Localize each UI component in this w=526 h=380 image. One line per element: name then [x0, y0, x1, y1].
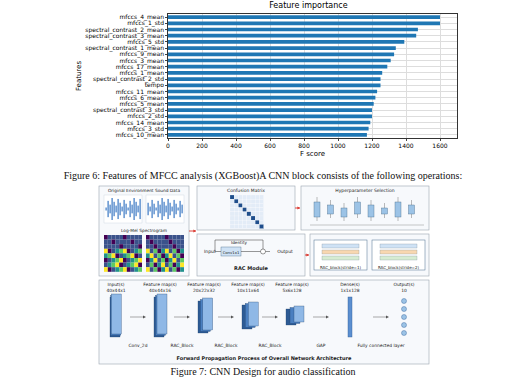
svg-text:Output: Output [277, 249, 293, 254]
svg-text:spectral_contrast_3_std: spectral_contrast_3_std [93, 106, 164, 114]
svg-text:mfccs_9_mean: mfccs_9_mean [119, 50, 164, 58]
svg-text:spectral_contrast_2_std: spectral_contrast_2_std [93, 75, 164, 83]
svg-text:400: 400 [230, 142, 242, 149]
svg-text:mfccs_4_mean: mfccs_4_mean [119, 13, 164, 21]
svg-text:Feature map(s): Feature map(s) [275, 282, 309, 287]
svg-text:Conv_2d: Conv_2d [129, 343, 148, 349]
svg-text:Hyperparameter Selection: Hyperparameter Selection [335, 188, 395, 193]
svg-text:spectral_contrast_1_mean: spectral_contrast_1_mean [85, 44, 164, 52]
svg-text:Feature map(s): Feature map(s) [143, 282, 177, 287]
svg-text:RAC_Block: RAC_Block [215, 343, 238, 349]
svg-text:mfccs_6_mean: mfccs_6_mean [119, 94, 164, 102]
svg-text:1x1x128: 1x1x128 [340, 288, 359, 293]
html-text:Figure 7: CNN Design for audio: Figure 7: CNN Design for audio classific… [170, 366, 356, 377]
svg-text:F score: F score [300, 150, 325, 158]
svg-text:Confusion Matrix: Confusion Matrix [227, 188, 265, 193]
html-text:Figure 6: Features of MFCC ana: Figure 6: Features of MFCC analysis (XGB… [63, 170, 463, 181]
svg-text:RAC_block(stride=1): RAC_block(stride=1) [320, 265, 362, 270]
svg-text:spectral_contrast_2_mean: spectral_contrast_2_mean [85, 26, 164, 34]
svg-text:1000: 1000 [330, 142, 345, 149]
svg-text:600: 600 [264, 142, 276, 149]
svg-text:spectral_contrast_3_mean: spectral_contrast_3_mean [85, 32, 164, 40]
svg-text:GAP: GAP [316, 343, 325, 348]
svg-text:200: 200 [196, 142, 208, 149]
svg-text:Feature map(s): Feature map(s) [187, 282, 221, 287]
svg-text:Input: Input [204, 249, 216, 254]
svg-text:RAC_block(stride=2): RAC_block(stride=2) [378, 265, 420, 270]
svg-text:1600: 1600 [432, 142, 447, 149]
svg-text:mfccs_14_mean: mfccs_14_mean [116, 119, 165, 127]
svg-text:Feature importance: Feature importance [269, 1, 348, 10]
svg-text:1400: 1400 [398, 142, 413, 149]
svg-text:tempo: tempo [145, 81, 165, 89]
svg-text:Forward Propagation Process of: Forward Propagation Process of Overall N… [177, 355, 352, 362]
svg-text:800: 800 [298, 142, 310, 149]
svg-text:mfccs_5_mean: mfccs_5_mean [119, 100, 164, 108]
svg-text:mfccs_3_mean: mfccs_3_mean [119, 57, 164, 65]
svg-text:20x22x32: 20x22x32 [193, 288, 215, 293]
svg-text:0: 0 [166, 142, 170, 149]
svg-text:mfccs_5_std: mfccs_5_std [127, 38, 164, 46]
svg-text:mfccs_1_std: mfccs_1_std [127, 19, 164, 27]
svg-text:Original Environment Sound Dat: Original Environment Sound Data [108, 188, 181, 193]
svg-text:mfccs_1_mean: mfccs_1_mean [119, 69, 164, 77]
svg-text:Conv1x1: Conv1x1 [223, 250, 240, 255]
svg-text:Fully connected layer: Fully connected layer [358, 343, 405, 348]
svg-text:10: 10 [401, 288, 407, 293]
svg-text:RAC Module: RAC Module [234, 265, 268, 271]
svg-text:RAC_Block: RAC_Block [171, 343, 194, 349]
svg-text:mfccs_3_std: mfccs_3_std [127, 125, 164, 133]
svg-text:mfccs_2_std: mfccs_2_std [127, 112, 164, 120]
svg-text:mfccs_11_mean: mfccs_11_mean [116, 88, 165, 96]
svg-text:Output(s): Output(s) [394, 282, 415, 287]
svg-text:10x11x64: 10x11x64 [237, 288, 259, 293]
svg-text:40x44x16: 40x44x16 [149, 288, 171, 293]
svg-text:Log-Mel Spectrogram: Log-Mel Spectrogram [121, 228, 167, 233]
svg-text:1200: 1200 [364, 142, 379, 149]
svg-text:5x6x128: 5x6x128 [282, 288, 301, 293]
svg-text:mfccs_10_mean: mfccs_10_mean [116, 131, 165, 139]
svg-text:Identity: Identity [231, 240, 248, 245]
svg-text:RAC_Block: RAC_Block [259, 343, 282, 349]
svg-text:Feature map(s): Feature map(s) [231, 282, 265, 287]
svg-text:Input(s): Input(s) [107, 282, 124, 287]
svg-text:Features: Features [75, 61, 83, 91]
svg-text:Dense(s): Dense(s) [340, 282, 360, 287]
svg-text:mfccs_17_mean: mfccs_17_mean [116, 63, 165, 71]
svg-text:40x44x1: 40x44x1 [106, 288, 125, 293]
